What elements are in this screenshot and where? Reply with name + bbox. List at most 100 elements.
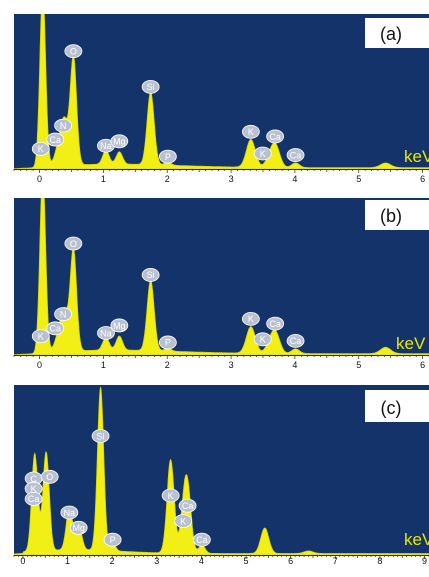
x-axis-unit-label: keV bbox=[404, 530, 429, 549]
peak-label-text: Ca bbox=[290, 336, 302, 346]
peak-label-text: K bbox=[38, 331, 44, 341]
peak-label-bubble bbox=[46, 321, 65, 336]
x-tick-label: 5 bbox=[244, 556, 249, 566]
peak-label-bubble bbox=[141, 79, 160, 94]
peak-label-bubble bbox=[54, 307, 72, 322]
peak-label-text: O bbox=[46, 472, 53, 482]
plot-background bbox=[14, 198, 429, 355]
peak-label-text: K bbox=[260, 335, 266, 345]
x-tick-label: 3 bbox=[154, 556, 159, 566]
x-tick-label: 4 bbox=[199, 556, 204, 566]
peak-label-text: Mg bbox=[113, 137, 126, 147]
x-tick-label: 3 bbox=[229, 360, 234, 370]
x-tick-label: 4 bbox=[292, 174, 297, 184]
x-tick-label: 1 bbox=[65, 556, 70, 566]
peak-label-text: Na bbox=[100, 328, 112, 338]
peak-label-bubble bbox=[97, 326, 115, 340]
peak-label-text: K bbox=[248, 314, 254, 324]
peak-label-bubble bbox=[60, 505, 79, 520]
panel-label-box bbox=[365, 200, 429, 230]
peak-label-text: N bbox=[60, 309, 67, 319]
peak-label-text: Mg bbox=[72, 523, 85, 533]
panel-label: (c) bbox=[381, 398, 402, 418]
peak-label-bubble bbox=[110, 318, 129, 333]
x-tick-label: 0 bbox=[37, 174, 42, 184]
peak-label-text: Mg bbox=[113, 321, 126, 331]
peak-label-bubble bbox=[286, 148, 305, 162]
x-tick-label: 0 bbox=[37, 360, 42, 370]
peak-label-bubble bbox=[46, 132, 65, 147]
x-tick-label: 0 bbox=[20, 556, 25, 566]
x-tick-label: 3 bbox=[229, 174, 234, 184]
peak-label-text: C bbox=[30, 474, 37, 484]
x-tick-label: 8 bbox=[377, 556, 382, 566]
peak-label-bubble bbox=[161, 488, 180, 503]
peak-label-bubble bbox=[253, 146, 272, 161]
peak-label-text: P bbox=[165, 338, 171, 348]
peak-label-bubble bbox=[266, 129, 285, 144]
peak-label-bubble bbox=[192, 532, 211, 547]
x-axis-unit-label: keV bbox=[396, 334, 426, 353]
peak-label-text: Si bbox=[147, 82, 155, 92]
peak-label-bubble bbox=[174, 514, 193, 528]
x-tick-label: 6 bbox=[288, 556, 293, 566]
plot-background bbox=[14, 14, 429, 169]
peak-label-text: Ca bbox=[28, 494, 40, 504]
x-tick-label: 1 bbox=[101, 174, 106, 184]
x-axis-strip bbox=[14, 169, 429, 183]
peak-label-text: Si bbox=[97, 431, 105, 441]
peak-label-bubble bbox=[31, 329, 50, 344]
peak-label-bubble bbox=[64, 236, 83, 251]
peak-label-bubble bbox=[158, 149, 177, 164]
peak-label-bubble bbox=[54, 118, 72, 133]
x-axis-strip bbox=[14, 555, 429, 565]
peak-label-bubble bbox=[103, 532, 122, 547]
peak-label-bubble bbox=[64, 44, 83, 59]
spectrum-area bbox=[14, 198, 429, 355]
peak-label-bubble bbox=[158, 335, 177, 350]
peak-label-text: N bbox=[60, 121, 67, 131]
x-tick-label: 7 bbox=[333, 556, 338, 566]
peak-label-bubble bbox=[24, 491, 43, 506]
peak-label-bubble bbox=[69, 520, 88, 535]
peak-label-text: K bbox=[168, 491, 174, 501]
peak-label-text: Ca bbox=[49, 135, 61, 145]
peak-label-bubble bbox=[141, 268, 160, 282]
peak-label-bubble bbox=[266, 316, 285, 331]
x-tick-label: 5 bbox=[356, 174, 361, 184]
peak-label-text: Si bbox=[147, 270, 155, 280]
peak-label-bubble bbox=[91, 429, 110, 443]
peak-label-text: Ca bbox=[196, 535, 208, 545]
peak-label-text: K bbox=[248, 127, 254, 137]
peak-label-bubble bbox=[178, 498, 197, 513]
peak-label-text: Ca bbox=[49, 324, 61, 334]
peak-label-bubble bbox=[110, 134, 129, 149]
peak-label-text: O bbox=[70, 239, 77, 249]
peak-label-text: P bbox=[165, 152, 171, 162]
x-tick-label: 2 bbox=[165, 360, 170, 370]
x-tick-label: 2 bbox=[110, 556, 115, 566]
peak-label-bubble bbox=[241, 311, 260, 326]
spectrum-area bbox=[14, 386, 429, 555]
x-tick-label: 9 bbox=[422, 556, 427, 566]
peak-label-text: Na bbox=[100, 141, 112, 151]
peak-label-text: P bbox=[110, 535, 116, 545]
x-axis-strip bbox=[14, 355, 429, 369]
peak-label-text: Na bbox=[64, 508, 76, 518]
x-tick-label: 4 bbox=[292, 360, 297, 370]
peak-label-text: Ca bbox=[290, 150, 302, 160]
panel-label-box bbox=[365, 390, 429, 422]
spectrum-area bbox=[14, 14, 429, 169]
x-tick-label: 6 bbox=[420, 360, 425, 370]
panel-label: (b) bbox=[380, 206, 402, 226]
peak-label-text: K bbox=[31, 484, 37, 494]
peak-label-text: Ca bbox=[182, 501, 194, 511]
x-tick-label: 2 bbox=[165, 174, 170, 184]
peak-label-text: Ca bbox=[269, 319, 281, 329]
panel-label: (a) bbox=[380, 24, 402, 44]
panel-label-box bbox=[365, 18, 429, 48]
